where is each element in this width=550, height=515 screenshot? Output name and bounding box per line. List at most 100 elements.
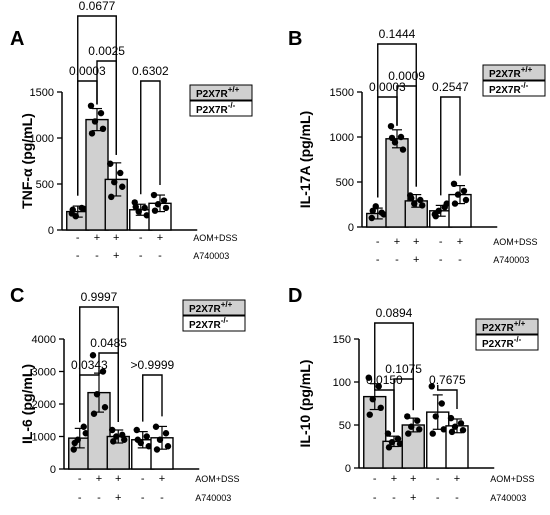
data-point [160, 197, 168, 204]
treatment-symbol: + [410, 492, 416, 504]
data-point [435, 207, 442, 214]
data-point [113, 433, 120, 440]
data-point [70, 446, 77, 453]
treatment-symbol: - [436, 492, 440, 504]
data-point [109, 426, 116, 434]
legend-label: P2X7R-/- [482, 335, 522, 350]
treatment-symbol: + [413, 254, 419, 266]
data-point [119, 431, 126, 439]
data-point [369, 207, 376, 214]
panel-b: B 0 500 1000 1500 IL-17A (pg/mL) - + + - + AOM+DSS -… [288, 27, 546, 266]
treatment-label: A740003 [195, 493, 231, 503]
comparison-bracket [140, 80, 161, 195]
legend-swatch [482, 64, 546, 81]
y-tick-label: 1000 [330, 132, 354, 144]
data-point [372, 203, 379, 210]
treatment-label: A740003 [193, 251, 229, 261]
data-point [162, 204, 170, 212]
comparison-bracket-label: 0.0894 [376, 306, 413, 320]
treatment-symbol: - [160, 492, 164, 504]
panel-letter: D [288, 285, 302, 307]
data-point [134, 436, 141, 443]
y-tick-label: 1500 [30, 87, 54, 99]
y-tick-label: 0 [345, 463, 351, 475]
y-tick-label: 0 [348, 222, 354, 234]
data-point [432, 413, 439, 420]
data-point [135, 208, 142, 215]
legend-swatch [482, 80, 546, 97]
data-point [156, 436, 164, 443]
data-point [99, 125, 107, 132]
comparison-bracket-label: 0.1444 [379, 27, 416, 41]
treatment-symbol: - [376, 236, 380, 248]
treatment-symbol: + [413, 236, 419, 248]
data-point [404, 413, 411, 420]
data-point [93, 391, 101, 398]
y-tick-label: 150 [333, 334, 351, 346]
treatment-symbol: + [454, 473, 460, 485]
legend-swatch [189, 100, 253, 117]
comparison-bracket-label: >0.9999 [131, 358, 175, 372]
y-tick-label: 3000 [32, 367, 56, 379]
comparison-bracket [142, 374, 163, 422]
comparison-bracket [96, 60, 117, 155]
data-point [447, 414, 455, 422]
data-point [384, 430, 392, 437]
data-point [451, 423, 459, 430]
comparison-bracket-label: 0.7675 [429, 373, 466, 387]
treatment-symbol: - [376, 254, 380, 266]
data-point [450, 180, 458, 187]
y-tick-label: 0 [48, 225, 54, 237]
data-point [388, 134, 396, 142]
treatment-symbol: + [115, 473, 121, 485]
data-point [152, 423, 160, 430]
data-point [101, 404, 109, 411]
treatment-symbol: - [458, 254, 462, 266]
y-axis-label: TNF-α (pg/mL) [19, 113, 35, 209]
data-point [365, 374, 372, 381]
legend-swatch [182, 299, 246, 316]
treatment-symbol: + [410, 473, 416, 485]
data-point [143, 433, 150, 440]
data-point [110, 438, 117, 445]
comparison-bracket-label: 0.0025 [88, 44, 125, 58]
comparison-bracket-label: 0.0677 [79, 0, 116, 13]
treatment-symbol: - [78, 492, 82, 504]
comparison-bracket-label: 0.2547 [432, 80, 469, 94]
comparison-bracket [440, 96, 461, 196]
comparison-bracket [374, 322, 414, 411]
data-point [151, 207, 159, 214]
treatment-symbol: - [97, 492, 101, 504]
legend-label: P2X7R-/- [196, 101, 236, 116]
y-tick-label: 50 [339, 420, 351, 432]
data-point [80, 423, 87, 430]
data-point [121, 436, 128, 443]
data-point [108, 193, 115, 201]
y-axis-label: IL-17A (pg/mL) [297, 111, 313, 208]
data-point [454, 191, 462, 198]
legend-swatch [475, 334, 539, 351]
data-point [141, 204, 148, 212]
data-point [408, 423, 415, 430]
data-point [119, 183, 126, 190]
treatment-label: A740003 [490, 493, 526, 503]
data-point [388, 439, 396, 446]
y-tick-label: 500 [36, 179, 54, 191]
treatment-label: AOM+DSS [493, 237, 537, 247]
treatment-label: AOM+DSS [193, 233, 237, 243]
comparison-bracket-label: 0.6302 [132, 64, 169, 78]
data-point [366, 411, 373, 418]
data-point [153, 446, 161, 453]
data-point [448, 428, 456, 436]
data-point [391, 139, 399, 146]
data-point [368, 214, 375, 222]
treatment-symbol: + [115, 492, 121, 504]
data-point [414, 417, 421, 424]
treatment-symbol: + [391, 473, 397, 485]
treatment-symbol: + [113, 232, 119, 244]
data-point [375, 383, 382, 390]
data-point [369, 396, 376, 403]
treatment-symbol: - [78, 473, 82, 485]
panel-letter: A [10, 28, 24, 50]
treatment-symbol: - [95, 250, 99, 262]
